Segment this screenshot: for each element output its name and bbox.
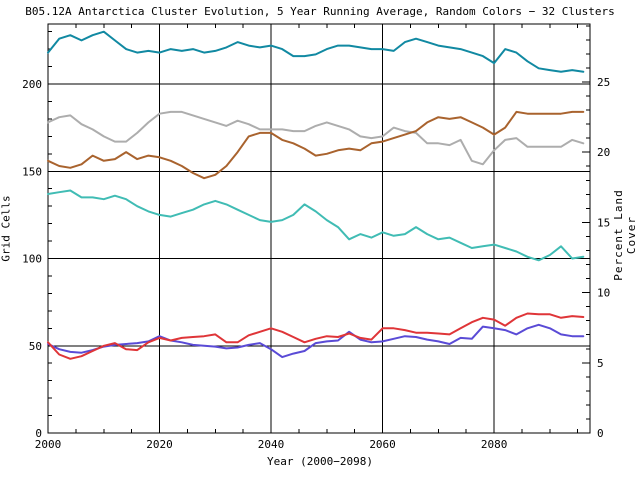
y-left-tick-label: 100 xyxy=(22,253,42,266)
x-tick-label: 2000 xyxy=(35,438,62,451)
series-line-cluster-turquoise xyxy=(47,189,585,262)
series-line-cluster-blue xyxy=(47,323,585,359)
series-line-cluster-teal xyxy=(47,30,585,73)
x-tick-label: 2060 xyxy=(369,438,396,451)
series-line-cluster-red xyxy=(47,312,585,360)
x-tick-label: 2040 xyxy=(258,438,285,451)
y-right-tick-label: 10 xyxy=(597,287,610,300)
y-left-tick-label: 150 xyxy=(22,165,42,178)
x-tick-label: 2080 xyxy=(481,438,508,451)
y-right-tick-label: 0 xyxy=(597,427,604,440)
y-right-tick-label: 25 xyxy=(597,76,610,89)
y-right-tick-label: 20 xyxy=(597,146,610,159)
y-axis-label-left: Grid Cells xyxy=(0,195,13,262)
chart-title: B05.12A Antarctica Cluster Evolution, 5 … xyxy=(25,5,615,18)
y-right-tick-label: 15 xyxy=(597,216,610,229)
y-left-tick-label: 200 xyxy=(22,78,42,91)
x-tick-label: 2020 xyxy=(146,438,173,451)
y-left-tick-label: 50 xyxy=(29,340,42,353)
y-right-tick-label: 5 xyxy=(597,357,604,370)
plot-box xyxy=(47,23,591,434)
x-axis-label: Year (2000−2098) xyxy=(267,455,373,468)
series-line-cluster-gray xyxy=(47,110,585,166)
series-line-cluster-brown xyxy=(47,110,585,180)
y-left-tick-label: 0 xyxy=(35,427,42,440)
y-axis-label-right: Percent Land Cover xyxy=(612,189,638,281)
